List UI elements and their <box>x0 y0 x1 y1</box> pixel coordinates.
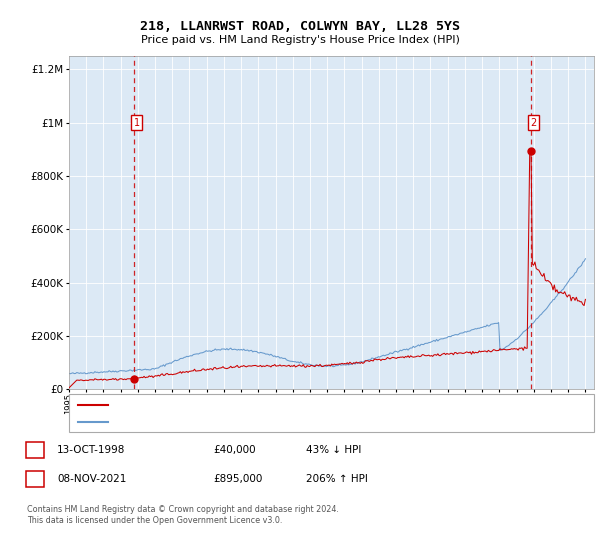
Point <box>130 374 139 383</box>
Text: 2: 2 <box>530 118 536 128</box>
Text: £895,000: £895,000 <box>213 474 262 484</box>
Text: Contains HM Land Registry data © Crown copyright and database right 2024.
This d: Contains HM Land Registry data © Crown c… <box>27 505 339 525</box>
Text: 218, LLANRWST ROAD, COLWYN BAY, LL28 5YS: 218, LLANRWST ROAD, COLWYN BAY, LL28 5YS <box>140 20 460 32</box>
Text: 13-OCT-1998: 13-OCT-1998 <box>57 445 125 455</box>
Text: Price paid vs. HM Land Registry's House Price Index (HPI): Price paid vs. HM Land Registry's House … <box>140 35 460 45</box>
Text: 1: 1 <box>134 118 140 128</box>
Text: 1: 1 <box>32 445 38 455</box>
Text: 43% ↓ HPI: 43% ↓ HPI <box>306 445 361 455</box>
Text: 08-NOV-2021: 08-NOV-2021 <box>57 474 127 484</box>
Point <box>526 146 536 155</box>
Text: HPI: Average price, detached house, Conwy: HPI: Average price, detached house, Conw… <box>114 417 322 426</box>
Text: 2: 2 <box>32 474 38 484</box>
Text: 218, LLANRWST ROAD, COLWYN BAY, LL28 5YS (detached house): 218, LLANRWST ROAD, COLWYN BAY, LL28 5YS… <box>114 400 424 409</box>
Text: 206% ↑ HPI: 206% ↑ HPI <box>306 474 368 484</box>
Text: £40,000: £40,000 <box>213 445 256 455</box>
